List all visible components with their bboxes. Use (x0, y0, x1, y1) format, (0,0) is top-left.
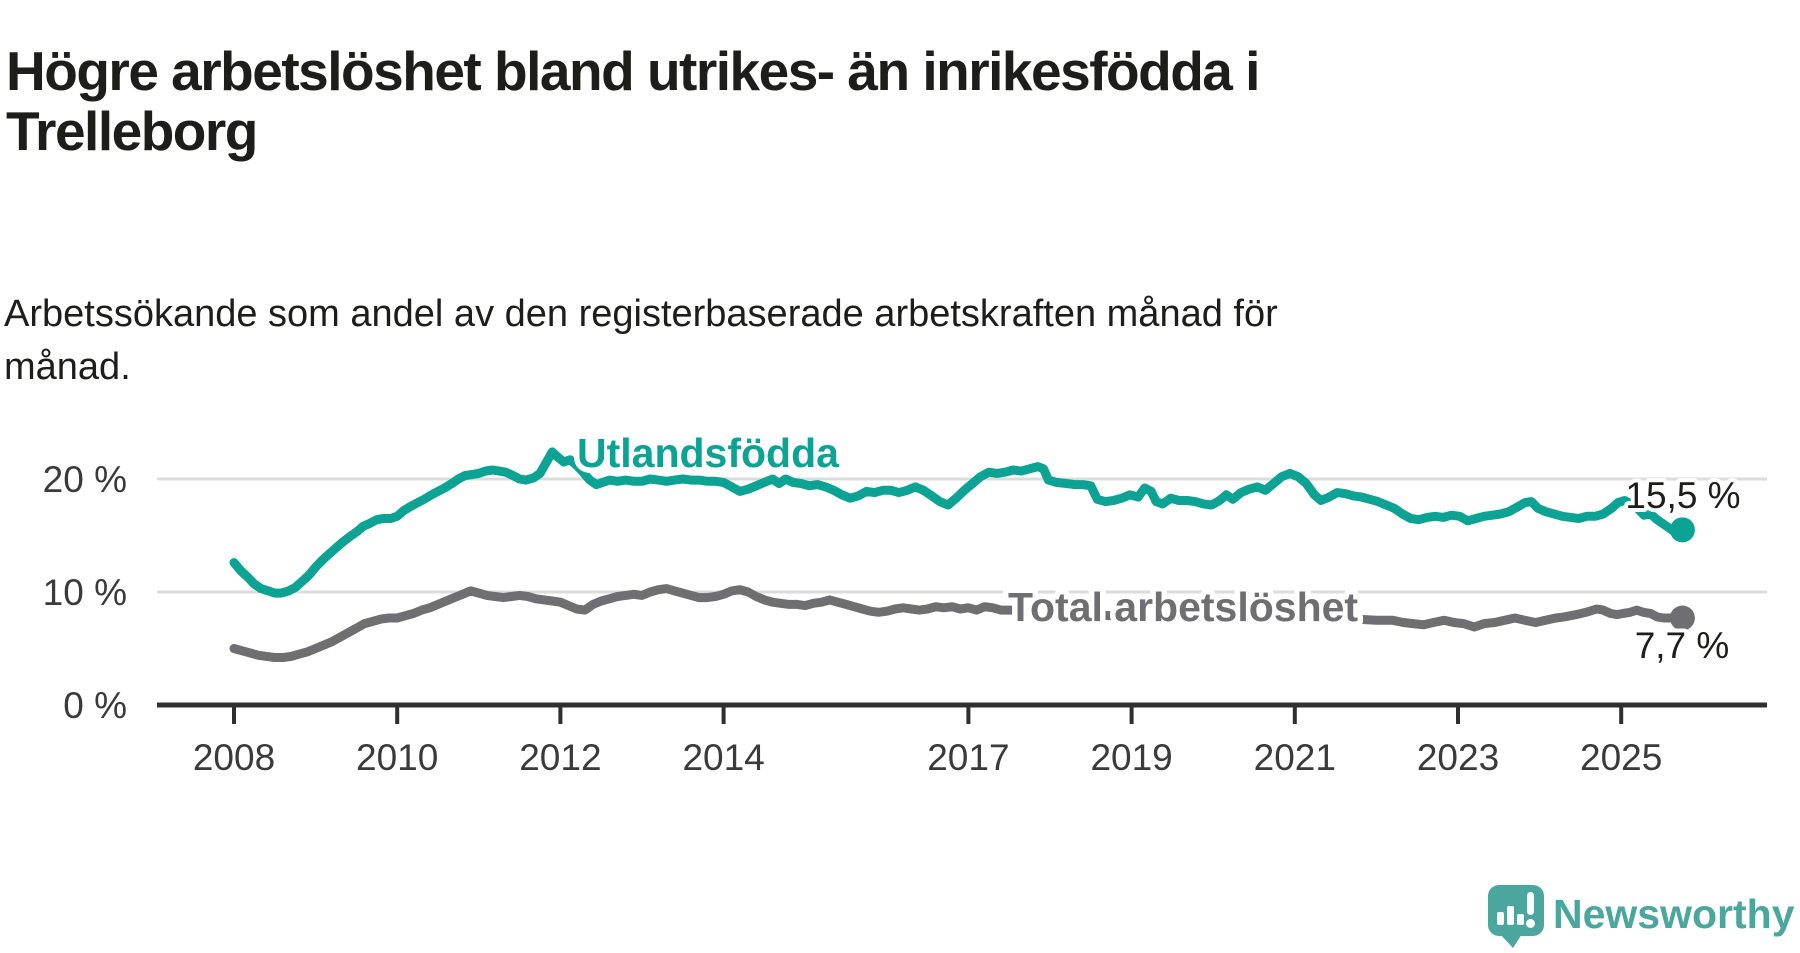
page-title: Högre arbetslöshet bland utrikes- än inr… (6, 41, 1526, 161)
series-end-value-1: 7,7 % (1635, 625, 1730, 666)
chart-subtitle-line-1: Arbetssökande som andel av den registerb… (4, 293, 1278, 335)
x-tick-label: 2019 (1090, 737, 1172, 778)
x-tick-label: 2012 (519, 737, 601, 778)
x-tick-label: 2008 (193, 737, 275, 778)
x-tick-label: 2010 (356, 737, 438, 778)
y-tick-label: 0 % (63, 685, 127, 726)
series-end-dot-1 (1669, 605, 1695, 631)
series-end-dot-0 (1669, 517, 1695, 543)
y-tick-label: 20 % (43, 459, 127, 500)
page-title-line-2: Trelleborg (6, 99, 258, 162)
series-label-0: Utlandsfödda (577, 430, 840, 476)
chart-subtitle: Arbetssökande som andel av den registerb… (4, 288, 1504, 394)
series-line-1 (229, 584, 1687, 662)
chart-subtitle-line-2: månad. (4, 346, 131, 388)
series-label-1: Total arbetslöshet (1008, 584, 1358, 630)
newsworthy-logo-text: Newsworthy (1553, 891, 1795, 937)
x-tick-label: 2025 (1580, 737, 1662, 778)
series-line-0 (229, 447, 1687, 598)
x-tick-label: 2021 (1254, 737, 1336, 778)
y-tick-label: 10 % (43, 572, 127, 613)
speech-bubble-bar-chart-icon (1488, 885, 1544, 948)
x-tick-label: 2023 (1417, 737, 1499, 778)
x-tick-label: 2017 (927, 737, 1009, 778)
x-tick-label: 2014 (682, 737, 764, 778)
page-title-line-1: Högre arbetslöshet bland utrikes- än inr… (6, 39, 1260, 102)
newsworthy-logo-svg: Newsworthy (1488, 885, 1795, 948)
series-end-value-0: 15,5 % (1625, 475, 1740, 516)
newsworthy-logo: Newsworthy (1487, 880, 1800, 953)
